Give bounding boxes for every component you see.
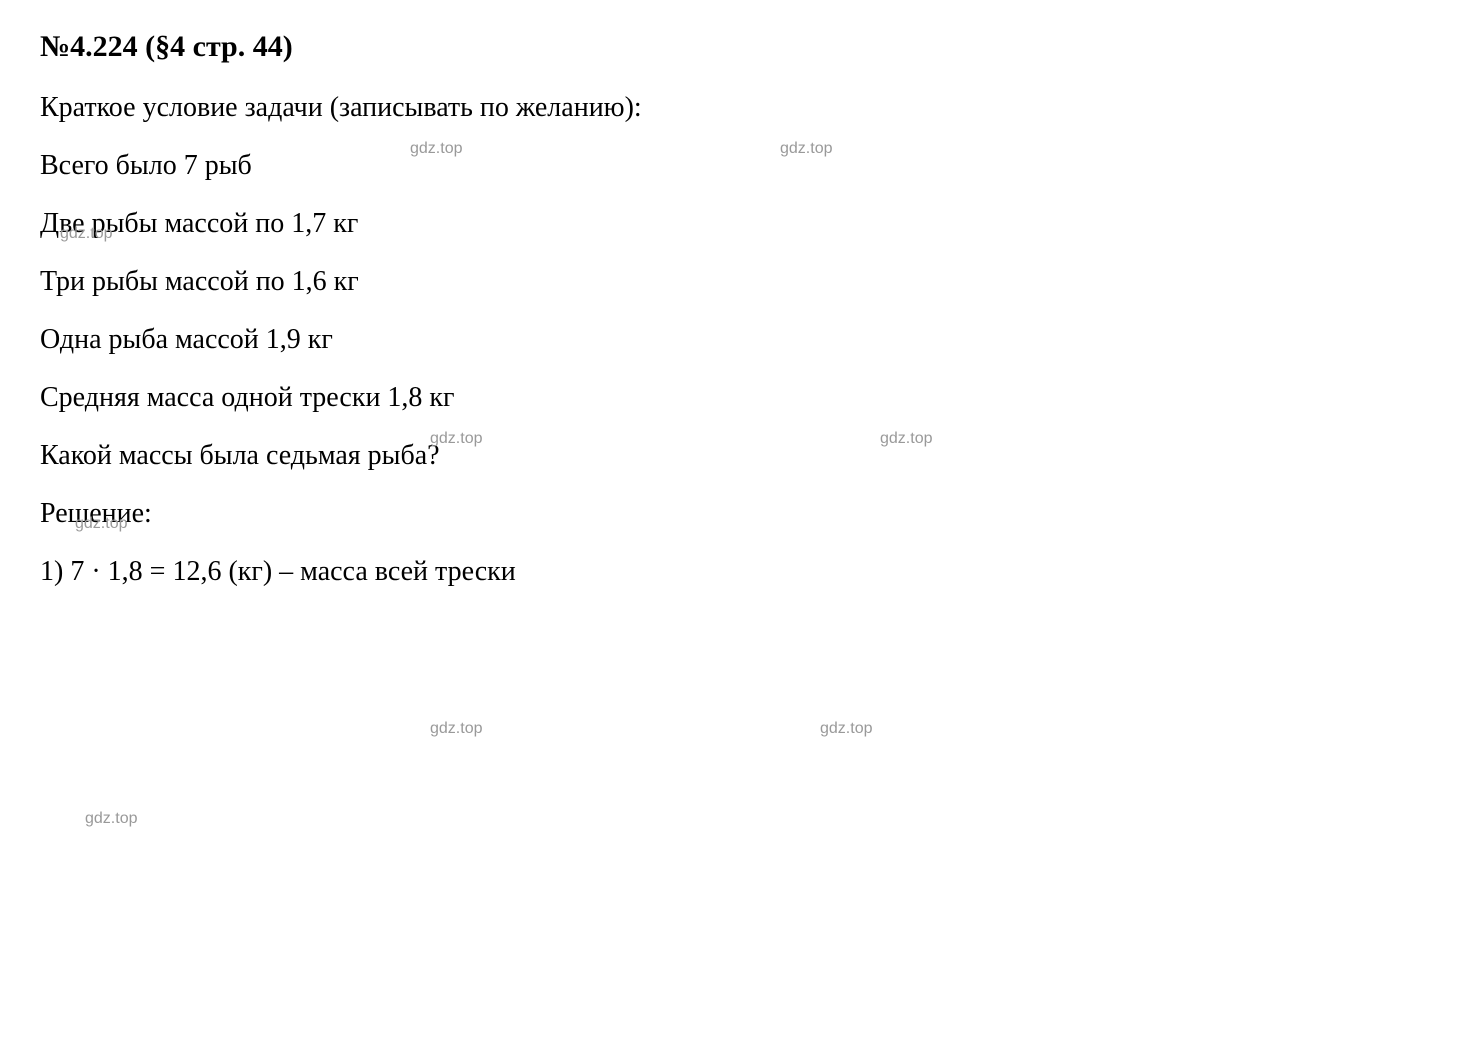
text-line: Какой массы была седьмая рыба? bbox=[40, 440, 1420, 472]
text-line: 1) 7 · 1,8 = 12,6 (кг) – масса всей трес… bbox=[40, 556, 1420, 588]
text-line: Всего было 7 рыб bbox=[40, 150, 1420, 182]
text-line: Средняя масса одной трески 1,8 кг bbox=[40, 382, 1420, 414]
watermark: gdz.top bbox=[85, 810, 137, 828]
text-line: Три рыбы массой по 1,6 кг bbox=[40, 266, 1420, 298]
text-line: Одна рыба массой 1,9 кг bbox=[40, 324, 1420, 356]
problem-title: №4.224 (§4 стр. 44) bbox=[40, 30, 1420, 64]
watermark: gdz.top bbox=[820, 720, 872, 738]
text-line: Краткое условие задачи (записывать по же… bbox=[40, 92, 1420, 124]
watermark: gdz.top bbox=[430, 720, 482, 738]
text-line: Решение: bbox=[40, 498, 1420, 530]
text-line: Две рыбы массой по 1,7 кг bbox=[40, 208, 1420, 240]
